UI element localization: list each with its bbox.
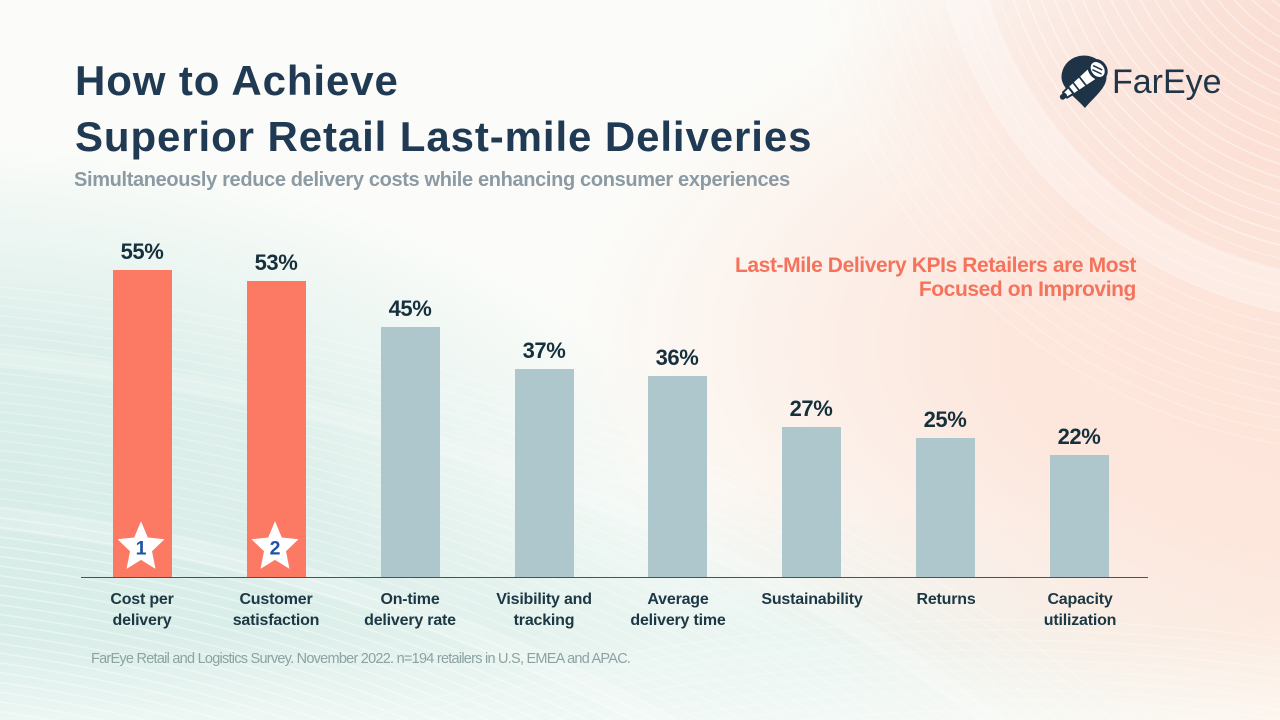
svg-text:1: 1 xyxy=(136,538,147,560)
svg-text:FarEye: FarEye xyxy=(1112,63,1222,101)
svg-text:2: 2 xyxy=(270,538,281,560)
